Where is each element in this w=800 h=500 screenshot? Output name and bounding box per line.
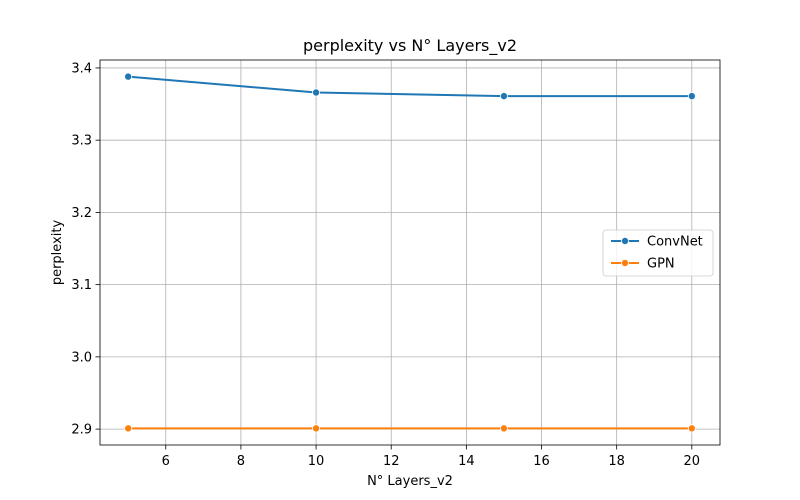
convnet-point [124,72,133,81]
y-tick-label: 3.3 [71,134,92,149]
x-tick-label: 8 [237,454,245,469]
x-tick-label: 6 [162,454,170,469]
legend-label-gpn: GPN [647,257,675,272]
axes: 6 8 10 12 14 16 18 20 2.9 3.0 3.1 3.2 3.3 3.4 [71,61,700,469]
x-axis-label: N° Layers_v2 [367,474,453,489]
y-axis-label: perplexity [50,220,65,286]
convnet-point [687,92,696,101]
legend: ConvNet GPN [602,229,714,277]
legend-marker-convnet [621,236,630,245]
x-tick-label: 10 [308,454,325,469]
x-tick-label: 16 [533,454,550,469]
plot-frame [99,59,721,446]
convnet-point [312,88,321,97]
x-tick-label: 14 [458,454,475,469]
legend-marker-gpn [621,258,630,267]
series-layer [124,72,696,433]
y-tick-label: 2.9 [71,423,92,438]
gpn-point [312,424,321,433]
y-tick-label: 3.2 [71,206,92,221]
convnet-point [499,92,508,101]
x-tick-label: 18 [608,454,625,469]
gpn-point [499,424,508,433]
legend-label-convnet: ConvNet [647,235,703,250]
convnet-line [128,75,692,98]
y-tick-label: 3.0 [71,350,92,365]
chart-title: perplexity vs N° Layers_v2 [303,36,517,56]
y-tick-label: 3.1 [71,278,92,293]
gpn-point [124,424,133,433]
x-tick-label: 20 [684,454,701,469]
y-tick-label: 3.4 [71,61,92,76]
x-tick-label: 12 [383,454,400,469]
gpn-point [687,424,696,433]
